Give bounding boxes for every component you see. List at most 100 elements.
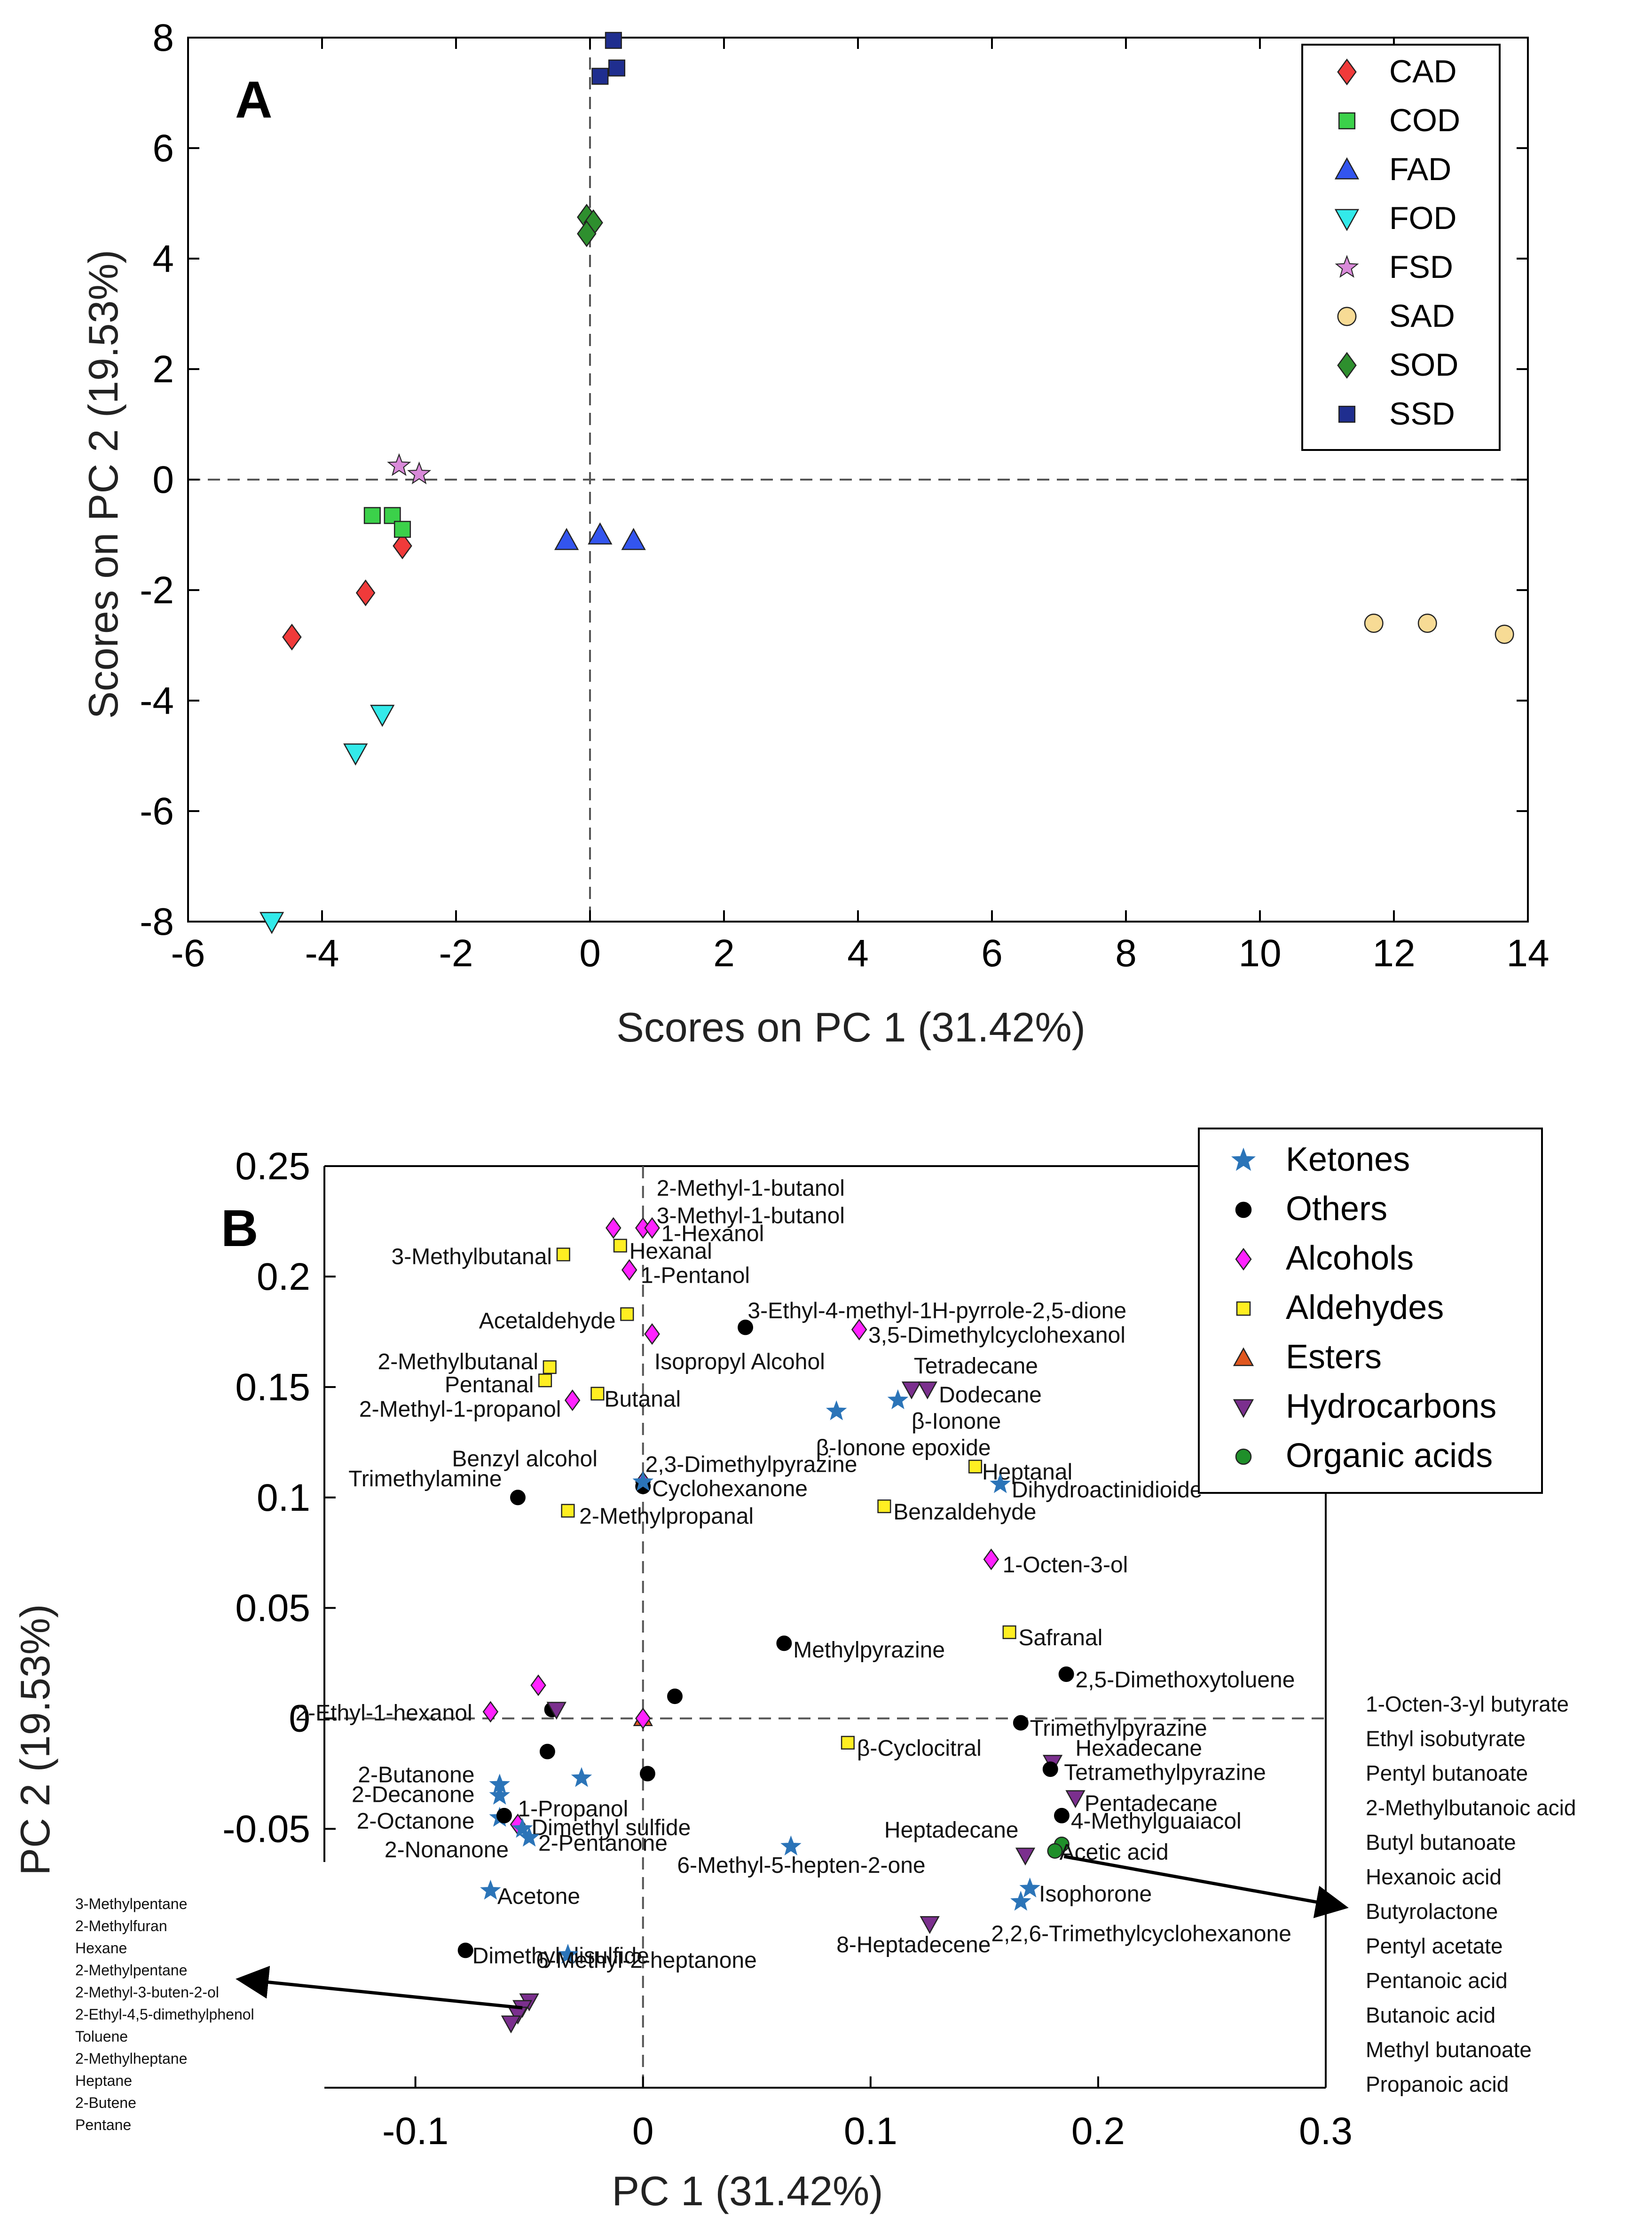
panel-b-xtick-label: 0 bbox=[632, 2110, 654, 2153]
panel-b-point-label: 2-Ethyl-1-hexanol bbox=[295, 1701, 472, 1726]
panel-a-legend-label: SAD bbox=[1389, 298, 1455, 334]
panel-a-ytick-label: 0 bbox=[152, 458, 174, 501]
panel-b-right-arrow bbox=[1063, 1854, 1349, 1918]
panel-b-point-label: 3-Ethyl-4-methyl-1H-pyrrole-2,5-dione bbox=[747, 1299, 1126, 1324]
panel-a-xtick-label: 0 bbox=[579, 932, 601, 975]
panel-a-legend-label: SSD bbox=[1389, 396, 1455, 432]
panel-b-point-label: 1-Propanol bbox=[518, 1797, 628, 1822]
panel-b-right-annotation-item: Butyrolactone bbox=[1366, 1899, 1498, 1924]
panel-b-point-others bbox=[1042, 1761, 1058, 1777]
panel-b-point-ketones bbox=[826, 1400, 847, 1420]
panel-b-legend-marker-aldehydes bbox=[1236, 1301, 1251, 1316]
panel-a-xtick-label: -4 bbox=[305, 932, 339, 975]
panel-b-point-label: 6-Methyl-5-hepten-2-one bbox=[677, 1853, 925, 1878]
panel-b-point-label: Hexadecane bbox=[1076, 1736, 1203, 1761]
panel-b-point-hydrocarbons bbox=[917, 1381, 937, 1400]
panel-a-legend-marker-fsd bbox=[1335, 255, 1359, 278]
panel-a-point-cod bbox=[393, 521, 411, 538]
panel-b-right-annotation-item: Propanoic acid bbox=[1366, 2072, 1509, 2097]
panel-b-legend-box bbox=[1198, 1128, 1543, 1494]
panel-b-point-label: Pentadecane bbox=[1085, 1791, 1218, 1816]
panel-b-point-alcohols bbox=[564, 1389, 581, 1412]
panel-b-point-ketones bbox=[990, 1473, 1011, 1493]
panel-a-point-cad bbox=[282, 623, 302, 651]
panel-a-point-ssd bbox=[591, 68, 609, 85]
panel-a-ytick-label: -4 bbox=[140, 679, 174, 722]
panel-a-legend-marker-cod bbox=[1338, 112, 1356, 130]
panel-b-left-annotation-item: 2-Butene bbox=[75, 2094, 136, 2111]
panel-a-xtick-label: 6 bbox=[981, 932, 1003, 975]
panel-b-left-annotation-item: 2-Methyl-3-buten-2-ol bbox=[75, 1984, 219, 2001]
panel-a-xtick-label: 14 bbox=[1506, 932, 1549, 975]
panel-a-legend-marker-sad bbox=[1337, 307, 1357, 326]
panel-a-ytick-label: -6 bbox=[140, 790, 174, 833]
panel-b-point-ketones bbox=[519, 1826, 540, 1847]
panel-a-point-cod bbox=[384, 507, 401, 524]
panel-b-point-aldehydes bbox=[590, 1387, 605, 1401]
panel-b-left-annotation-item: Heptane bbox=[75, 2072, 132, 2089]
panel-b-point-label: 2-Octanone bbox=[357, 1809, 475, 1834]
panel-b-point-ketones bbox=[887, 1389, 909, 1409]
panel-b-point-label: 1-Octen-3-ol bbox=[1003, 1553, 1128, 1578]
panel-b-legend-label: Hydrocarbons bbox=[1286, 1388, 1496, 1425]
panel-b-left-arrow bbox=[236, 1965, 523, 2010]
panel-b-point-ketones bbox=[480, 1879, 501, 1900]
panel-b-point-label: 3-Methyl-1-butanol bbox=[657, 1204, 845, 1229]
panel-a-ytick-label: -8 bbox=[140, 900, 174, 943]
panel-b-point-label: 2,3-Dimethylpyrazine bbox=[645, 1452, 857, 1477]
panel-a-point-cod bbox=[363, 507, 381, 524]
panel-a-ytick-label: 2 bbox=[152, 348, 174, 391]
panel-b-point-label: β-Ionone bbox=[912, 1409, 1001, 1434]
panel-b-legend-marker-others bbox=[1235, 1201, 1252, 1218]
panel-b-point-label: 6-Methyl-2-heptanone bbox=[536, 1948, 757, 1973]
panel-b-legend-label: Ketones bbox=[1286, 1141, 1410, 1178]
panel-b-point-aldehydes bbox=[543, 1360, 557, 1374]
panel-b-left-annotation-item: 2-Ethyl-4,5-dimethylphenol bbox=[75, 2006, 254, 2023]
panel-b-legend-marker-hydrocarbons bbox=[1233, 1399, 1254, 1418]
panel-b-point-aldehydes bbox=[1002, 1625, 1016, 1639]
panel-b-ytick-label: 0.05 bbox=[235, 1587, 310, 1630]
panel-b-point-others bbox=[1013, 1715, 1029, 1731]
panel-a-label: A bbox=[235, 71, 272, 129]
panel-a-xlabel: Scores on PC 1 (31.42%) bbox=[616, 1004, 1086, 1050]
panel-b-point-label: Dimethyl disulfide bbox=[472, 1944, 649, 1969]
panel-b-ylabel: PC 2 (19.53%) bbox=[12, 1604, 58, 1875]
panel-b-point-label: 4-Methylguaiacol bbox=[1071, 1809, 1242, 1834]
panel-b-legend-marker-alcohols bbox=[1235, 1247, 1252, 1271]
panel-b-point-label: β-Cyclocitral bbox=[857, 1736, 982, 1761]
panel-a-legend-label: CAD bbox=[1389, 54, 1457, 89]
panel-b-point-others bbox=[496, 1807, 512, 1823]
panel-b-point-label: Dihydroactinidioide bbox=[1012, 1477, 1203, 1502]
panel-b-point-alcohols bbox=[621, 1259, 637, 1281]
panel-a-point-sad bbox=[1417, 614, 1437, 633]
panel-b-loading-plot: -0.1 0 0.1 0.2 0.3 -0.05 0 0.05 0.1 0.15 0.2 0.25 2… bbox=[12, 1128, 1576, 2214]
panel-b-point-aldehydes bbox=[620, 1307, 634, 1321]
panel-b-point-label: Acetone bbox=[497, 1884, 580, 1909]
panel-b-point-ketones bbox=[632, 1471, 654, 1491]
panel-b-xlabel: PC 1 (31.42%) bbox=[612, 2168, 883, 2214]
panel-b-xtick-label: 0.3 bbox=[1299, 2110, 1353, 2153]
panel-a-point-sad bbox=[1364, 614, 1384, 633]
panel-b-point-hydrocarbons bbox=[501, 2015, 521, 2034]
panel-a-point-fod bbox=[260, 912, 284, 934]
panel-a-xtick-label: -2 bbox=[439, 932, 473, 975]
panel-b-point-aldehydes bbox=[556, 1247, 570, 1262]
panel-b-point-aldehydes bbox=[613, 1239, 627, 1253]
panel-b-left-annotation-item: 2-Methylpentane bbox=[75, 1962, 187, 1979]
panel-a-xtick-label: 4 bbox=[847, 932, 869, 975]
panel-b-right-annotation-item: Butanoic acid bbox=[1366, 2003, 1495, 2028]
panel-a-point-fad bbox=[554, 528, 579, 550]
panel-b-point-label: 1-Pentanol bbox=[641, 1263, 750, 1288]
panel-b-xtick-label: 0.1 bbox=[844, 2110, 897, 2153]
panel-b-point-label: 3-Methylbutanal bbox=[392, 1245, 552, 1270]
panel-a-point-fod bbox=[343, 743, 368, 766]
panel-b-ytick-label: -0.05 bbox=[222, 1808, 310, 1851]
panel-b-point-label: Tetramethylpyrazine bbox=[1064, 1760, 1266, 1785]
panel-b-point-label: 2-Methyl-1-butanol bbox=[657, 1176, 845, 1201]
panel-a-legend-marker-sod bbox=[1337, 352, 1357, 379]
panel-b-point-ketones bbox=[557, 1943, 579, 1964]
panel-b-legend-label: Esters bbox=[1286, 1338, 1382, 1376]
panel-b-point-label: 2,5-Dimethoxytoluene bbox=[1076, 1667, 1295, 1692]
panel-b-point-aldehydes bbox=[538, 1373, 552, 1388]
